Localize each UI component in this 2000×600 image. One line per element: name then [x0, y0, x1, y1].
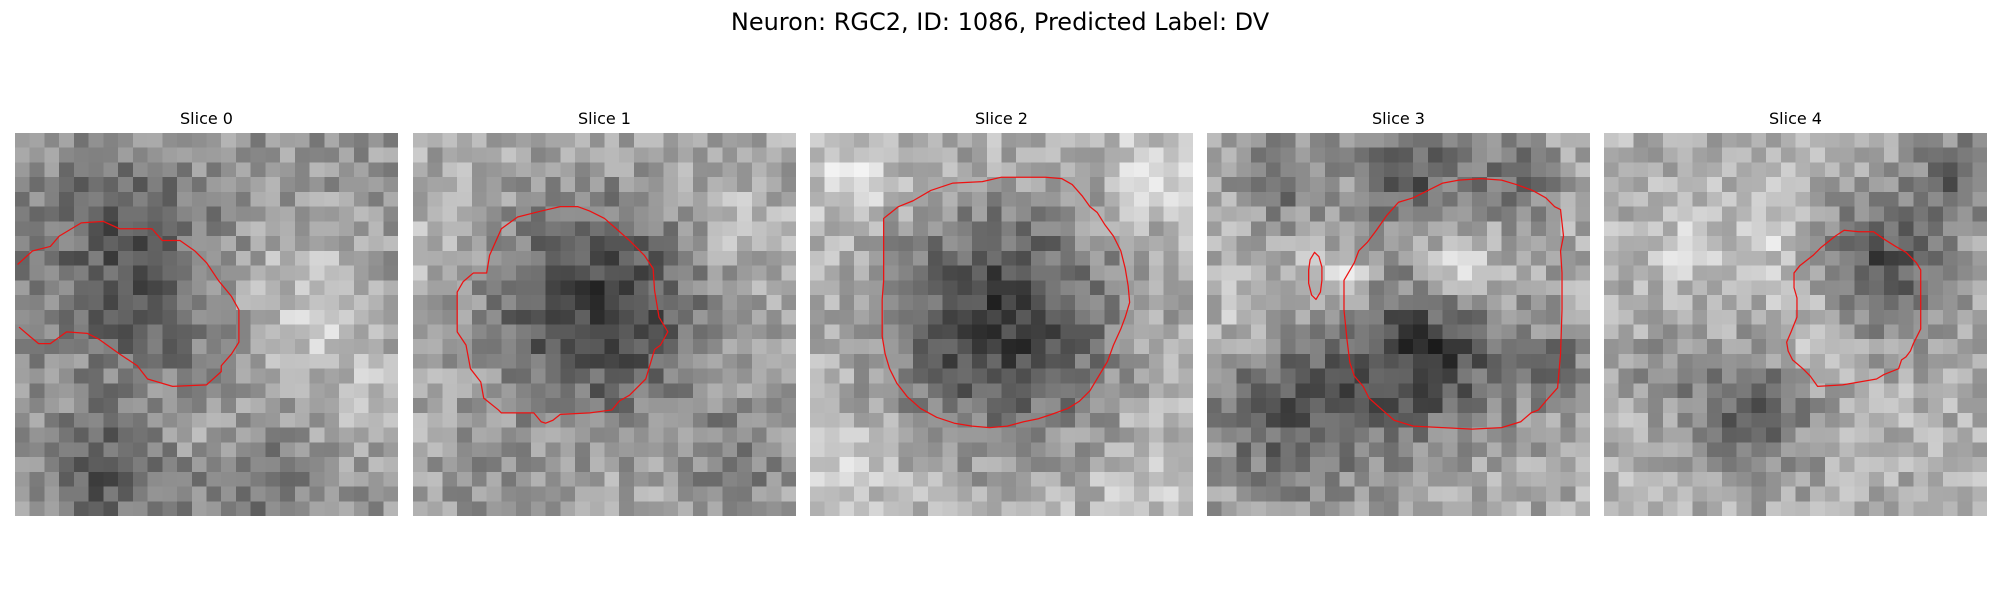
slice-panel-2: Slice 2	[810, 108, 1193, 516]
grayscale-image	[413, 133, 796, 516]
slice-title: Slice 0	[180, 109, 233, 128]
slice-title: Slice 2	[975, 109, 1028, 128]
pixel-grid	[1604, 133, 1987, 516]
grayscale-image	[1207, 133, 1590, 516]
pixel-grid	[15, 133, 398, 516]
slice-image	[1207, 133, 1590, 516]
grayscale-image	[15, 133, 398, 516]
segmentation-contour	[1308, 251, 1323, 301]
grayscale-image	[1604, 133, 1987, 516]
slice-panel-0: Slice 0	[15, 108, 398, 516]
slice-image	[413, 133, 796, 516]
figure-title: Neuron: RGC2, ID: 1086, Predicted Label:…	[730, 8, 1270, 36]
slice-image	[810, 133, 1193, 516]
slice-title: Slice 1	[578, 109, 631, 128]
pixel-grid	[1207, 133, 1590, 516]
pixel-grid	[810, 133, 1193, 516]
pixel-grid	[413, 133, 796, 516]
slice-image	[15, 133, 398, 516]
segmentation-contour	[1786, 229, 1922, 387]
slice-image	[1604, 133, 1987, 516]
grayscale-image	[810, 133, 1193, 516]
segmentation-contour	[1343, 178, 1565, 430]
slice-panel-4: Slice 4	[1604, 108, 1987, 516]
slice-panel-1: Slice 1	[413, 108, 796, 516]
segmentation-contour	[881, 176, 1131, 429]
slice-title: Slice 3	[1372, 109, 1425, 128]
segmentation-contour	[456, 206, 669, 424]
slice-panel-3: Slice 3	[1207, 108, 1590, 516]
segmentation-contour	[17, 220, 240, 387]
slice-title: Slice 4	[1769, 109, 1822, 128]
